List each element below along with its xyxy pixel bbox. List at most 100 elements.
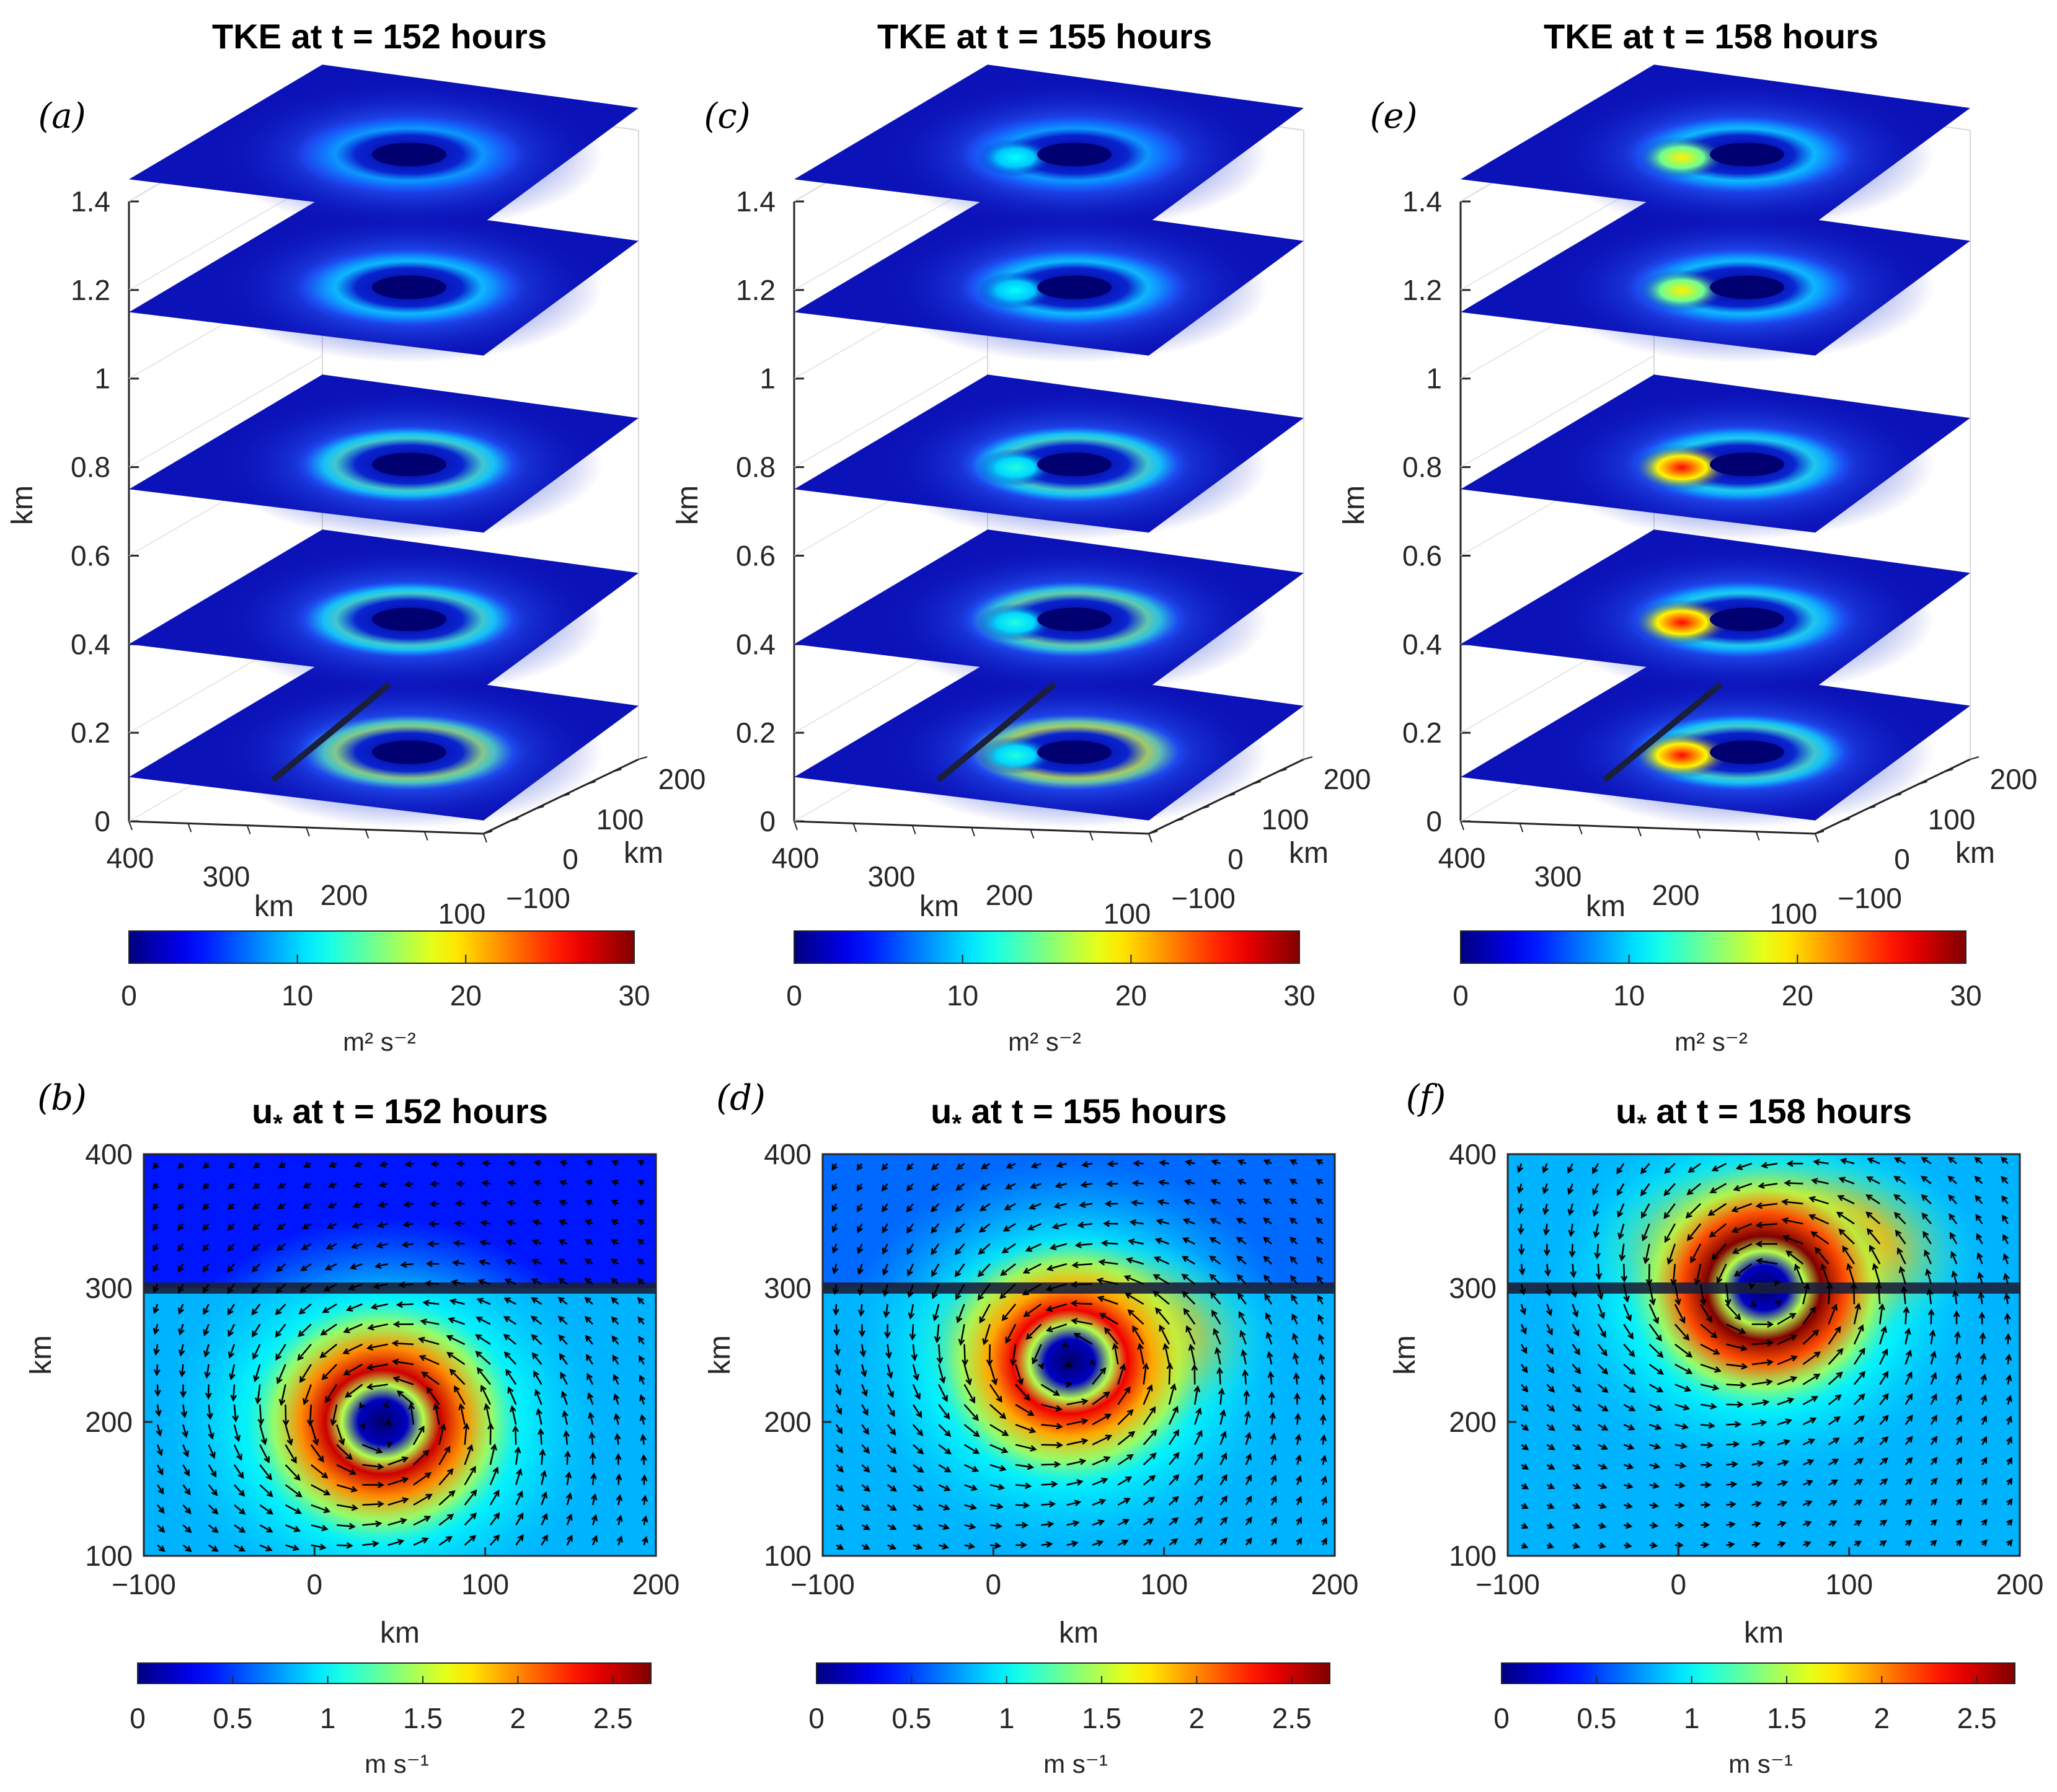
wind-arrowhead <box>1521 1522 1529 1529</box>
wind-arrow <box>931 1263 940 1276</box>
wind-arrow <box>1210 1237 1221 1245</box>
wind-arrowhead <box>253 1375 260 1382</box>
wind-arrowhead <box>557 1297 565 1304</box>
wind-arrowhead <box>1898 1266 1906 1273</box>
wind-arrowhead <box>152 1203 159 1211</box>
wind-arrowhead <box>1599 1503 1608 1509</box>
wind-arrow <box>1117 1387 1131 1405</box>
wind-arrowhead <box>1070 1300 1077 1307</box>
wind-arrow <box>1815 1247 1829 1265</box>
wind-arrowhead <box>1855 1540 1862 1547</box>
title-rest: at t = 152 hours <box>283 1092 548 1131</box>
wind-arrowhead <box>1664 1235 1671 1243</box>
wind-arrowhead <box>1956 1436 1963 1443</box>
wind-arrowhead <box>584 1297 591 1304</box>
wind-arrow <box>1598 1424 1608 1431</box>
wind-arrowhead <box>641 1515 648 1523</box>
wind-arrowhead <box>1065 1381 1073 1388</box>
wind-arrowhead <box>266 1526 273 1533</box>
wind-arrow <box>1194 1431 1203 1446</box>
wind-arrow <box>1955 1353 1960 1365</box>
wind-arrow <box>1926 1269 1932 1284</box>
wind-arrowhead <box>400 1261 407 1268</box>
wind-arrow <box>1802 1307 1816 1325</box>
wind-arrowhead <box>227 1308 234 1316</box>
wind-arrowhead <box>889 1428 896 1436</box>
wind-arrow <box>1598 1403 1608 1411</box>
wind-arrowhead <box>1122 1519 1130 1525</box>
wind-arrowhead <box>978 1226 986 1233</box>
z-tick-label: 0.4 <box>1402 628 1442 660</box>
wind-arrowhead <box>638 1335 645 1343</box>
wind-arrowhead <box>307 1419 314 1427</box>
wind-arrowhead <box>2002 1234 2009 1241</box>
colorbar-tick-label: 10 <box>1613 979 1645 1012</box>
wind-arrowhead <box>260 1438 268 1446</box>
wind-arrowhead <box>1708 1422 1715 1429</box>
wind-arrowhead <box>1245 1537 1252 1545</box>
wind-arrowhead <box>1831 1479 1839 1486</box>
wind-arrowhead <box>533 1199 540 1206</box>
wind-arrowhead <box>996 1503 1004 1510</box>
title-rest: at t = 155 hours <box>962 1092 1227 1131</box>
wind-arrow <box>427 1263 440 1265</box>
y-tick-label: 300 <box>764 1272 812 1304</box>
wind-arrowhead <box>153 1307 159 1315</box>
wind-arrowhead <box>428 1200 436 1207</box>
wind-arrowhead <box>301 1223 309 1230</box>
wind-arrowhead <box>1833 1437 1840 1444</box>
wind-arrow <box>1617 1183 1625 1195</box>
wind-arrowhead <box>1754 1501 1763 1507</box>
wind-arrow <box>1143 1364 1148 1385</box>
wind-arrow <box>1117 1519 1129 1526</box>
wind-arrow <box>1648 1364 1663 1375</box>
wind-arrow <box>2005 1294 2009 1305</box>
wind-arrowhead <box>1010 1359 1017 1366</box>
wind-arrowhead <box>1548 1405 1555 1412</box>
wind-arrowhead <box>1005 1336 1012 1344</box>
wind-arrowhead <box>1053 1202 1061 1209</box>
wind-arrow <box>252 1263 261 1272</box>
wind-arrowhead <box>418 1336 425 1344</box>
x-minor-tick <box>187 823 192 832</box>
wind-arrow <box>1546 1364 1554 1373</box>
wind-arrow <box>1867 1176 1880 1185</box>
wind-arrow <box>955 1203 965 1212</box>
wind-arrow <box>1154 1274 1170 1285</box>
wind-arrowhead <box>228 1183 235 1190</box>
wind-arrowhead <box>565 1471 572 1479</box>
wind-arrowhead <box>153 1369 161 1377</box>
wind-arrowhead <box>1006 1162 1013 1169</box>
wind-arrow <box>181 1364 184 1376</box>
wind-arrow <box>208 1504 218 1514</box>
wind-arrowhead <box>857 1289 864 1296</box>
wind-arrowhead <box>352 1222 359 1229</box>
wind-arrow <box>489 1535 500 1546</box>
wind-arrow <box>541 1493 547 1506</box>
wind-arrowhead <box>1319 1413 1327 1421</box>
wind-arrowhead <box>944 1466 952 1473</box>
wind-arrowhead <box>1857 1415 1865 1422</box>
wind-arrow <box>1143 1518 1154 1526</box>
wind-arrow <box>413 1538 428 1546</box>
tke-slice <box>794 374 1304 540</box>
wind-arrow <box>1623 1424 1634 1430</box>
wind-arrowhead <box>857 1205 863 1212</box>
wind-arrowhead <box>1857 1324 1864 1331</box>
wind-arrowhead <box>889 1543 897 1550</box>
wind-arrow <box>1046 1303 1068 1311</box>
wind-arrowhead <box>1244 1410 1251 1418</box>
front-line <box>1602 681 1723 783</box>
wind-arrow <box>1265 1313 1273 1325</box>
wind-arrow <box>1782 1219 1803 1225</box>
wind-arrow <box>1546 1384 1555 1392</box>
x-minor-tick <box>246 825 251 835</box>
wind-arrowhead <box>1758 1182 1765 1190</box>
z-tick-label: 1.4 <box>736 185 776 218</box>
wind-arrowhead <box>1185 1159 1192 1166</box>
wind-arrowhead <box>1893 1212 1901 1219</box>
wind-arrowhead <box>2000 1157 2007 1163</box>
wind-arrow <box>1072 1283 1093 1286</box>
wind-arrowhead <box>639 1414 647 1421</box>
wind-arrowhead <box>533 1180 541 1186</box>
